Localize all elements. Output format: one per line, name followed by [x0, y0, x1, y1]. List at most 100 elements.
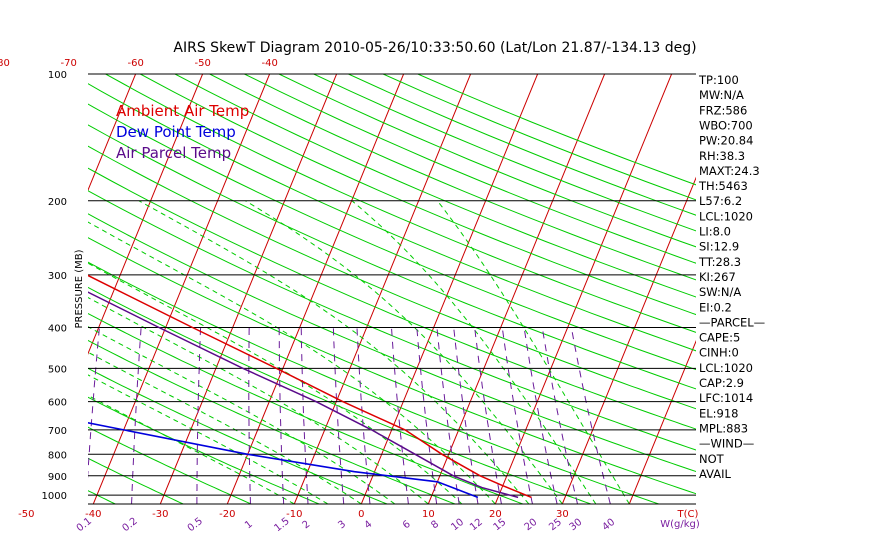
bottom-temp-unit: T(C) — [677, 509, 699, 520]
dry-adiabat-line — [88, 426, 252, 504]
dry-adiabat-line — [88, 313, 524, 504]
top-temp-tick-label: -40 — [261, 58, 277, 69]
mixing-ratio-tick-label: 1 — [243, 519, 255, 532]
index-item: LCL:1020 — [699, 209, 753, 223]
isotherm-line — [427, 74, 606, 504]
mixing-ratio-unit: W(g/kg) — [660, 519, 700, 530]
isotherm-line — [226, 74, 405, 504]
moist-adiabat-line — [138, 200, 530, 504]
index-item: SI:12.9 — [699, 240, 739, 254]
moist-adiabat-line — [88, 374, 329, 504]
isotherm-line — [92, 74, 271, 504]
dry-adiabat-line — [88, 190, 696, 451]
index-item: CAP:2.9 — [699, 376, 744, 390]
profile-curves — [88, 274, 532, 499]
dry-adiabat-line — [174, 74, 696, 298]
top-temp-tick-label: -50 — [194, 58, 210, 69]
moist-adiabat-line — [88, 351, 362, 504]
isotherm-line — [0, 74, 69, 504]
index-item: MPL:883 — [699, 421, 748, 435]
dry-adiabat-line — [417, 74, 696, 186]
mixing-ratio-tick-label: 3 — [336, 519, 348, 532]
pressure-tick-label: 900 — [48, 472, 67, 483]
dry-adiabat-line — [88, 103, 696, 371]
chart-title: AIRS SkewT Diagram 2010-05-26/10:33:50.6… — [173, 40, 696, 56]
dry-adiabat-line — [88, 83, 696, 352]
index-item: MAXT:24.3 — [699, 164, 760, 178]
index-item: TT:28.3 — [698, 255, 741, 269]
isotherm-line — [159, 74, 338, 504]
mixing-ratio-tick-label: 20 — [523, 517, 540, 534]
mixing-ratio-line — [88, 327, 100, 479]
index-item: TP:100 — [698, 73, 739, 87]
dry-adiabat-line — [313, 74, 696, 232]
dry-adiabat-line — [88, 286, 592, 504]
bottom-temp-tick-label: 20 — [489, 509, 502, 520]
moist-adiabat-line — [88, 262, 463, 504]
mixing-ratio-line — [332, 327, 345, 504]
dry-adiabat-line — [88, 490, 116, 504]
index-item: FRZ:586 — [699, 103, 747, 117]
mixing-ratio-line — [416, 327, 438, 504]
moist-adiabat-line — [88, 394, 295, 504]
bottom-temp-tick-label: -20 — [219, 509, 235, 520]
index-item: PW:20.84 — [699, 134, 753, 148]
index-item: WBO:700 — [699, 118, 753, 132]
bottom-temp-tick-label: 0 — [358, 509, 364, 520]
axis-labels: 1002003004005006007008009001000PRESSURE … — [0, 58, 700, 534]
top-temp-tick-label: -80 — [0, 58, 10, 69]
mixing-ratio-tick-label: 0.2 — [120, 516, 139, 534]
dry-adiabat-line — [105, 74, 696, 333]
mixing-ratio-tick-label: 40 — [600, 517, 617, 534]
index-item: CINH:0 — [699, 346, 739, 360]
mixing-ratio-line — [196, 327, 202, 504]
index-item: CAPE:5 — [699, 331, 740, 345]
mixing-ratio-line — [300, 327, 309, 504]
mixing-ratio-line — [278, 327, 285, 504]
series-line-1 — [88, 422, 479, 499]
isotherm-line — [628, 339, 696, 504]
mixing-ratio-line — [501, 327, 533, 504]
pressure-tick-label: 500 — [48, 364, 67, 375]
moist-adiabat-line — [88, 296, 429, 504]
mixing-ratio-line — [248, 327, 251, 504]
mixing-ratio-tick-label: 2 — [301, 519, 313, 532]
mixing-ratio-tick-label: 0.5 — [186, 516, 205, 534]
pressure-tick-label: 200 — [48, 197, 67, 208]
top-temp-tick-label: -60 — [127, 58, 143, 69]
index-item: LFC:1014 — [699, 391, 753, 405]
index-item: L57:6.2 — [699, 194, 742, 208]
bottom-temp-tick-label: 30 — [556, 509, 569, 520]
legend-label: Air Parcel Temp — [116, 144, 231, 162]
bottom-temp-tick-label: -40 — [85, 509, 101, 520]
bottom-temp-tick-label: -50 — [18, 509, 34, 520]
dry-adiabat-line — [88, 124, 696, 390]
series-line-0 — [88, 274, 532, 499]
dry-adiabat-line — [382, 74, 696, 201]
pressure-tick-label: 1000 — [42, 491, 67, 502]
index-item: TH:5463 — [698, 179, 748, 193]
mixing-ratio-tick-label: 10 — [449, 517, 466, 534]
index-item: SW:N/A — [699, 285, 741, 299]
legend-label: Ambient Air Temp — [116, 102, 249, 120]
mixing-ratio-line — [570, 327, 611, 504]
index-item: EL:918 — [699, 406, 739, 420]
isotherm-line — [0, 74, 2, 504]
mixing-ratio-line — [131, 327, 142, 504]
isotherm-line — [494, 74, 673, 504]
dry-adiabat-line — [88, 457, 184, 504]
index-item: AVAIL — [699, 467, 732, 481]
chart-legend: Ambient Air Temp Dew Point Temp Air Parcel… — [116, 102, 249, 162]
mixing-ratio-tick-label: 8 — [429, 519, 441, 532]
isotherm-line — [561, 176, 696, 504]
legend-label: Dew Point Temp — [116, 123, 236, 141]
index-item: LI:8.0 — [699, 225, 731, 239]
mixing-ratio-line — [541, 327, 578, 504]
top-temp-tick-label: -70 — [60, 58, 76, 69]
index-item: MW:N/A — [699, 88, 744, 102]
bottom-temp-tick-label: 10 — [422, 509, 435, 520]
index-item: —WIND— — [699, 437, 754, 451]
isotherm-line — [88, 74, 137, 192]
moist-adiabat-line — [437, 200, 630, 504]
